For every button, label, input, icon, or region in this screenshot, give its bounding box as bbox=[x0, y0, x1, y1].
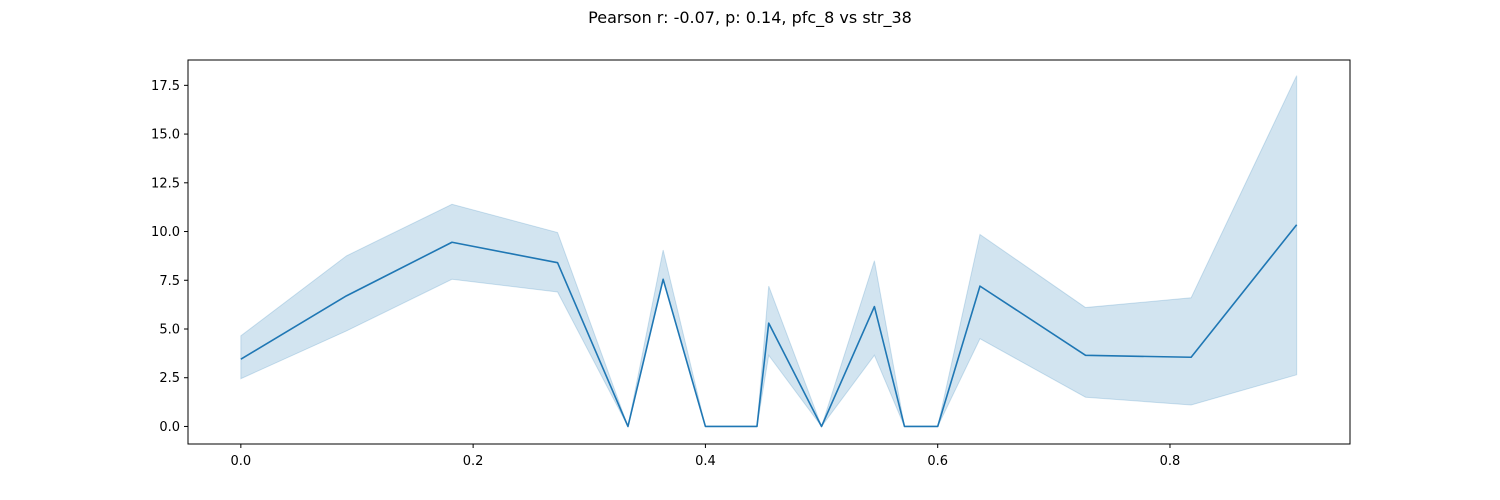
x-tick-label: 0.4 bbox=[695, 454, 716, 469]
y-tick-label: 0.0 bbox=[159, 420, 180, 435]
y-tick-label: 12.5 bbox=[151, 176, 180, 191]
series-line bbox=[240, 224, 1298, 428]
y-tick-label: 15.0 bbox=[151, 128, 180, 143]
plot-area bbox=[240, 75, 1298, 429]
y-axis: 0.0 2.5 5.0 7.5 10.0 12.5 15.0 17.5 bbox=[151, 79, 188, 435]
x-tick-label: 0.6 bbox=[927, 454, 948, 469]
x-tick-label: 0.2 bbox=[463, 454, 484, 469]
y-tick-label: 5.0 bbox=[159, 322, 180, 337]
chart-title: Pearson r: -0.07, p: 0.14, pfc_8 vs str_… bbox=[588, 8, 912, 28]
x-tick-label: 0.8 bbox=[1160, 454, 1181, 469]
x-axis: 0.0 0.2 0.4 0.6 0.8 bbox=[231, 444, 1181, 469]
y-tick-label: 10.0 bbox=[151, 225, 180, 240]
x-tick-label: 0.0 bbox=[231, 454, 252, 469]
y-tick-label: 7.5 bbox=[159, 274, 180, 289]
confidence-band bbox=[240, 75, 1298, 429]
axes-frame bbox=[187, 59, 1351, 445]
y-tick-label: 17.5 bbox=[151, 79, 180, 94]
y-tick-label: 2.5 bbox=[159, 371, 180, 386]
